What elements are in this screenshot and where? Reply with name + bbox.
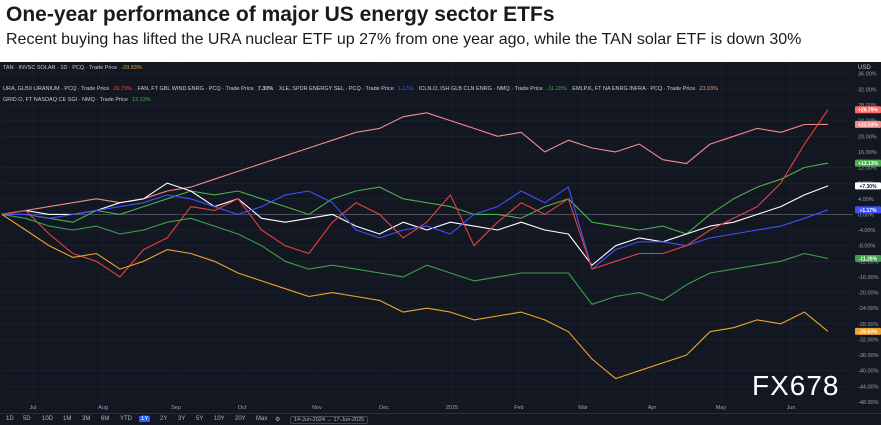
end-label-emlp: +23.03% bbox=[858, 122, 878, 128]
y-tick-label: -40.00% bbox=[858, 369, 879, 375]
series-line-ura bbox=[1, 109, 829, 278]
x-tick-label: May bbox=[716, 405, 727, 411]
legend-grid-label: GRID.O, FT NASDAQ CE SGI · NMQ · Trade P… bbox=[3, 97, 128, 103]
y-tick-label: 16.00% bbox=[858, 150, 877, 156]
x-tick-label: Jun bbox=[787, 405, 796, 411]
range-button-1d[interactable]: 1D bbox=[6, 416, 14, 422]
x-tick-label: Feb bbox=[514, 405, 523, 411]
y-tick-label: -16.00% bbox=[858, 275, 879, 281]
range-button-20y[interactable]: 20Y bbox=[235, 416, 246, 422]
date-range-picker[interactable]: 14-Jun-2024 → 17-Jun-2025 bbox=[290, 416, 369, 424]
y-tick-label: -28.00% bbox=[858, 322, 879, 328]
settings-gear-icon[interactable]: ⚙ bbox=[275, 417, 281, 423]
y-tick-label: 20.00% bbox=[858, 134, 877, 140]
legend-grid-value: 13.13% bbox=[131, 97, 151, 103]
end-badge-emlp bbox=[855, 120, 881, 128]
end-label-fan: +7.30% bbox=[859, 184, 877, 190]
x-tick-label: Mar bbox=[578, 405, 588, 411]
range-button-1m[interactable]: 1M bbox=[63, 416, 72, 422]
range-button-max[interactable]: Max bbox=[256, 416, 268, 422]
x-tick-label: Sep bbox=[171, 405, 181, 411]
currency-label: USD bbox=[858, 65, 871, 71]
range-button-2y[interactable]: 2Y bbox=[160, 416, 168, 422]
end-badge-grid bbox=[855, 159, 881, 167]
y-tick-label: -8.00% bbox=[858, 244, 876, 250]
end-label-ura: +26.79% bbox=[858, 108, 878, 114]
y-tick-label: -4.00% bbox=[858, 228, 876, 234]
range-button-10d[interactable]: 10D bbox=[42, 416, 54, 422]
legend-fan-value: 7.30% bbox=[257, 86, 274, 92]
legend-ura-label: URA, GLBX URANIUM · PCQ · Trade Price bbox=[3, 86, 110, 92]
y-tick-label: -32.00% bbox=[858, 337, 879, 343]
legend-emlp-value: 23.03% bbox=[699, 86, 718, 92]
y-tick-label: 32.00% bbox=[858, 87, 877, 93]
y-tick-label: -48.00% bbox=[858, 400, 879, 406]
y-tick-label: 12.00% bbox=[858, 166, 877, 172]
chart-panel[interactable]: 36.00%32.00%28.00%24.00%20.00%16.00%12.0… bbox=[0, 62, 881, 425]
legend-tan-label: TAN · INVSC SOLAR · 1D · PCQ · Trade Pri… bbox=[3, 65, 118, 71]
series-line-xle bbox=[2, 186, 829, 270]
x-tick-label: Oct bbox=[238, 405, 247, 411]
range-button-ytd[interactable]: YTD bbox=[120, 416, 132, 422]
y-tick-label: -12.00% bbox=[858, 259, 879, 265]
range-button-3m[interactable]: 3M bbox=[82, 416, 91, 422]
page-title: One-year performance of major US energy … bbox=[6, 3, 555, 26]
legend-xle-value: 1.17% bbox=[397, 86, 414, 92]
legend-icln-value: -11.28% bbox=[546, 86, 567, 92]
range-button-5y[interactable]: 5Y bbox=[196, 416, 204, 422]
end-badge-fan bbox=[855, 182, 881, 190]
range-button-1y[interactable]: 1Y bbox=[139, 416, 151, 422]
legend-row-main: URA, GLBX URANIUM · PCQ · Trade Price 26.… bbox=[3, 86, 722, 92]
end-badge-xle bbox=[855, 206, 881, 214]
x-tick-label: Nov bbox=[312, 405, 322, 411]
end-label-grid: +13.13% bbox=[858, 161, 878, 167]
series-line-tan bbox=[1, 213, 829, 380]
series-line-icln bbox=[1, 213, 829, 305]
range-toolbar: 1D 5D 10D 1M 3M 6M YTD 1Y 2Y 3Y 5Y 10Y 2… bbox=[0, 413, 881, 425]
end-label-xle: +1.17% bbox=[859, 208, 877, 214]
range-button-6m[interactable]: 6M bbox=[101, 416, 110, 422]
y-tick-label: -36.00% bbox=[858, 353, 879, 359]
legend-row-grid: GRID.O, FT NASDAQ CE SGI · NMQ · Trade P… bbox=[3, 97, 155, 103]
end-badge-icln bbox=[855, 254, 881, 262]
y-tick-label: -20.00% bbox=[858, 291, 879, 297]
series-line-emlp bbox=[1, 112, 829, 215]
x-tick-label: Apr bbox=[648, 405, 657, 411]
x-tick-label: Dec bbox=[379, 405, 389, 411]
chart-header: One-year performance of major US energy … bbox=[0, 0, 881, 62]
page-subtitle: Recent buying has lifted the URA nuclear… bbox=[6, 31, 802, 48]
legend-tan-value: -29.93% bbox=[121, 65, 142, 71]
y-tick-label: -44.00% bbox=[858, 384, 879, 390]
x-tick-label: Jul bbox=[29, 405, 36, 411]
y-tick-label: 28.00% bbox=[858, 103, 877, 109]
y-tick-label: 4.00% bbox=[858, 197, 874, 203]
end-label-tan: -29.93% bbox=[859, 329, 878, 335]
range-button-3y[interactable]: 3Y bbox=[178, 416, 186, 422]
watermark-logo: FX678 bbox=[752, 370, 840, 401]
end-badge-tan bbox=[855, 327, 881, 335]
range-button-5d[interactable]: 5D bbox=[23, 416, 31, 422]
y-tick-label: 36.00% bbox=[858, 72, 877, 78]
x-tick-label: 2025 bbox=[446, 405, 458, 411]
legend-row-tan: TAN · INVSC SOLAR · 1D · PCQ · Trade Pri… bbox=[3, 65, 146, 71]
legend-emlp-label: EMLP.K, FT NA ENRG INFRA · PCQ · Trade P… bbox=[572, 86, 696, 92]
legend-xle-label: XLE, SPDR ENERGY SEL · PCQ · Trade Price bbox=[278, 86, 394, 92]
end-badge-ura bbox=[855, 106, 881, 114]
end-label-icln: -11.28% bbox=[859, 256, 878, 262]
line-chart[interactable]: 36.00%32.00%28.00%24.00%20.00%16.00%12.0… bbox=[0, 62, 881, 413]
series-line-fan bbox=[1, 182, 829, 266]
series-line-grid bbox=[2, 162, 829, 235]
y-tick-label: 0.00% bbox=[858, 212, 874, 218]
legend-ura-value: 26.79% bbox=[113, 86, 133, 92]
legend-fan-label: FAN, FT GBL WIND ENRG · PCQ · Trade Pric… bbox=[137, 86, 254, 92]
legend-icln-label: ICLN.O, ISH GLB CLN ENRG · NMQ · Trade P… bbox=[418, 86, 543, 92]
y-tick-label: -24.00% bbox=[858, 306, 879, 312]
range-button-10y[interactable]: 10Y bbox=[214, 416, 225, 422]
x-tick-label: Aug bbox=[98, 405, 108, 411]
